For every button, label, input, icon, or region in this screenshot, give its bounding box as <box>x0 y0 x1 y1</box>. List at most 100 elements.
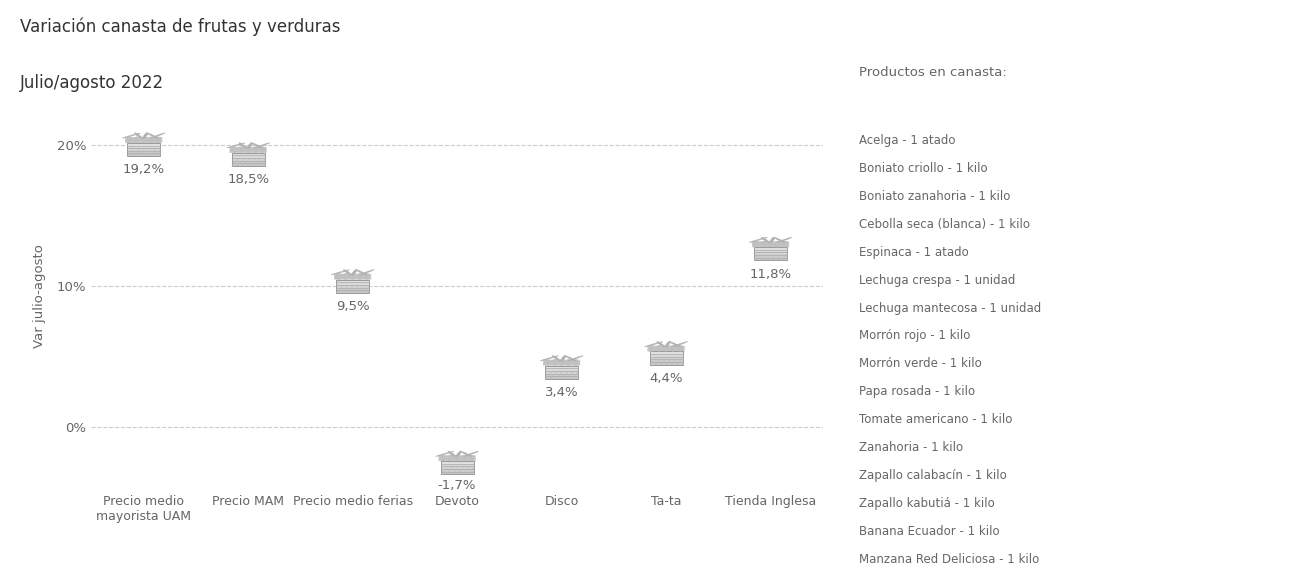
Text: Morrón verde - 1 kilo: Morrón verde - 1 kilo <box>859 357 982 370</box>
Text: Lechuga mantecosa - 1 unidad: Lechuga mantecosa - 1 unidad <box>859 302 1042 315</box>
Ellipse shape <box>142 133 148 139</box>
Ellipse shape <box>670 345 677 351</box>
Bar <box>127 151 161 153</box>
Ellipse shape <box>663 345 669 351</box>
Ellipse shape <box>541 356 559 361</box>
Text: 11,8%: 11,8% <box>750 267 791 280</box>
Ellipse shape <box>456 451 461 457</box>
Ellipse shape <box>259 146 265 152</box>
Text: Productos en canasta:: Productos en canasta: <box>859 66 1007 79</box>
Ellipse shape <box>448 451 456 457</box>
Ellipse shape <box>227 143 246 148</box>
Ellipse shape <box>677 345 683 351</box>
Text: Julio/agosto 2022: Julio/agosto 2022 <box>20 74 163 92</box>
Ellipse shape <box>454 455 460 461</box>
Bar <box>440 469 474 472</box>
Ellipse shape <box>669 341 680 347</box>
Ellipse shape <box>127 137 133 142</box>
Bar <box>127 143 161 156</box>
Ellipse shape <box>665 341 670 347</box>
Text: 4,4%: 4,4% <box>649 372 683 385</box>
Text: Boniato zanahoria - 1 kilo: Boniato zanahoria - 1 kilo <box>859 190 1011 203</box>
Ellipse shape <box>355 270 367 275</box>
Ellipse shape <box>564 356 576 361</box>
Ellipse shape <box>461 455 468 461</box>
Bar <box>649 352 683 365</box>
Ellipse shape <box>781 241 788 247</box>
Text: Zapallo calabacín - 1 kilo: Zapallo calabacín - 1 kilo <box>859 469 1007 482</box>
Bar <box>754 258 788 260</box>
Text: Boniato criollo - 1 kilo: Boniato criollo - 1 kilo <box>859 162 987 175</box>
Bar <box>545 365 579 368</box>
Ellipse shape <box>359 270 374 275</box>
Bar <box>649 352 683 354</box>
FancyBboxPatch shape <box>230 147 266 153</box>
Bar <box>231 156 265 158</box>
FancyBboxPatch shape <box>752 241 789 247</box>
FancyBboxPatch shape <box>439 455 475 461</box>
Ellipse shape <box>247 142 252 148</box>
Text: Manzana Red Deliciosa - 1 kilo: Manzana Red Deliciosa - 1 kilo <box>859 553 1040 566</box>
Ellipse shape <box>154 137 161 142</box>
Bar <box>336 290 370 293</box>
Ellipse shape <box>754 241 760 247</box>
Bar <box>440 472 474 474</box>
Bar <box>545 376 579 379</box>
Ellipse shape <box>447 455 453 461</box>
Text: Acelga - 1 atado: Acelga - 1 atado <box>859 134 956 147</box>
Ellipse shape <box>568 356 582 361</box>
Text: Tomate americano - 1 kilo: Tomate americano - 1 kilo <box>859 413 1012 426</box>
Ellipse shape <box>342 274 349 279</box>
Bar <box>440 461 474 464</box>
Ellipse shape <box>769 237 774 243</box>
Ellipse shape <box>464 451 478 457</box>
Text: Zapallo kabutiá - 1 kilo: Zapallo kabutiá - 1 kilo <box>859 497 995 510</box>
Ellipse shape <box>255 142 269 148</box>
Text: 9,5%: 9,5% <box>336 300 370 313</box>
Bar <box>754 250 788 253</box>
Ellipse shape <box>656 345 662 351</box>
Ellipse shape <box>350 274 355 279</box>
Ellipse shape <box>777 237 791 243</box>
Bar <box>649 360 683 362</box>
Bar <box>649 362 683 365</box>
Ellipse shape <box>251 142 263 148</box>
Ellipse shape <box>572 360 579 365</box>
Ellipse shape <box>750 237 768 242</box>
Ellipse shape <box>123 133 141 138</box>
Bar <box>545 371 579 373</box>
Ellipse shape <box>645 341 663 347</box>
Bar <box>127 143 161 145</box>
Ellipse shape <box>460 451 471 457</box>
Bar <box>127 153 161 156</box>
Text: Zanahoria - 1 kilo: Zanahoria - 1 kilo <box>859 441 964 454</box>
Bar <box>231 158 265 161</box>
Bar <box>545 365 579 379</box>
Ellipse shape <box>351 270 357 275</box>
Ellipse shape <box>148 137 154 142</box>
Bar <box>336 287 370 290</box>
Ellipse shape <box>761 237 769 243</box>
Ellipse shape <box>468 455 474 461</box>
Ellipse shape <box>135 133 142 139</box>
Ellipse shape <box>239 142 247 148</box>
Ellipse shape <box>565 360 572 365</box>
Bar <box>231 161 265 164</box>
Bar <box>754 255 788 258</box>
Ellipse shape <box>436 451 454 457</box>
Text: 18,5%: 18,5% <box>227 173 269 186</box>
Text: Variación canasta de frutas y verduras: Variación canasta de frutas y verduras <box>20 17 340 35</box>
Ellipse shape <box>551 360 558 365</box>
FancyBboxPatch shape <box>125 137 162 143</box>
Bar <box>649 357 683 360</box>
Ellipse shape <box>440 455 447 461</box>
Ellipse shape <box>774 241 781 247</box>
Text: Morrón rojo - 1 kilo: Morrón rojo - 1 kilo <box>859 329 970 343</box>
Ellipse shape <box>363 274 370 279</box>
Text: Cebolla seca (blanca) - 1 kilo: Cebolla seca (blanca) - 1 kilo <box>859 218 1030 231</box>
Text: Banana Ecuador - 1 kilo: Banana Ecuador - 1 kilo <box>859 525 1000 538</box>
Y-axis label: Var julio-agosto: Var julio-agosto <box>33 245 46 348</box>
Ellipse shape <box>545 360 551 365</box>
Ellipse shape <box>768 241 773 247</box>
Bar <box>545 368 579 371</box>
